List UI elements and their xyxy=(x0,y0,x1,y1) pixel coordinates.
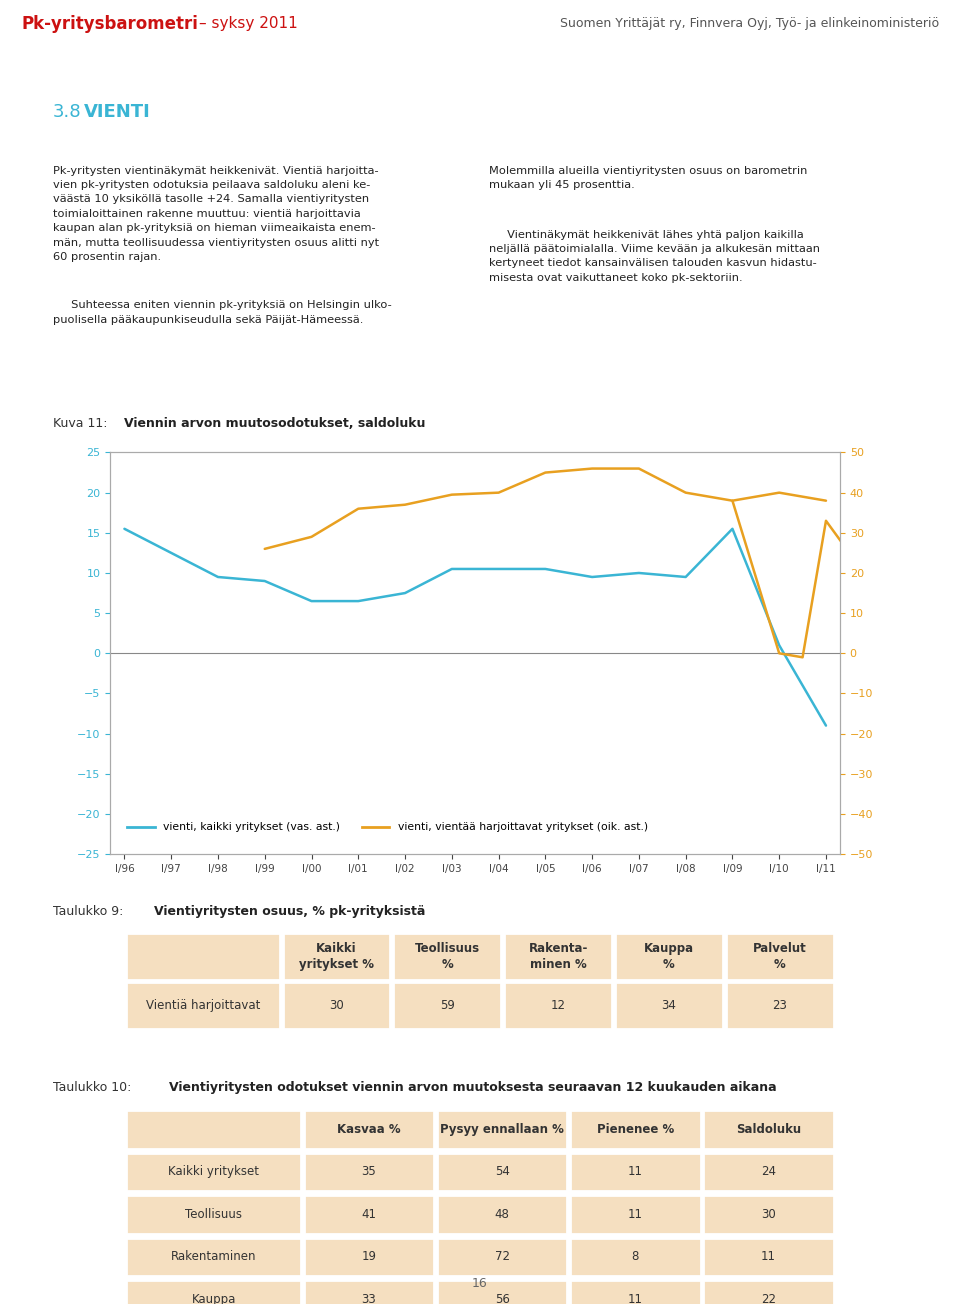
FancyBboxPatch shape xyxy=(126,1237,301,1275)
Text: 34: 34 xyxy=(661,999,677,1012)
FancyBboxPatch shape xyxy=(303,1196,434,1234)
Text: Kasvaa %: Kasvaa % xyxy=(337,1123,401,1136)
Text: Pk-yritysbarometri: Pk-yritysbarometri xyxy=(21,14,198,33)
Text: Teollisuus: Teollisuus xyxy=(185,1208,242,1221)
Text: 72: 72 xyxy=(494,1251,510,1264)
Text: Rakentaminen: Rakentaminen xyxy=(171,1251,256,1264)
Text: 35: 35 xyxy=(362,1166,376,1179)
FancyBboxPatch shape xyxy=(704,1196,834,1234)
Text: 24: 24 xyxy=(761,1166,776,1179)
Text: Kauppa
%: Kauppa % xyxy=(644,943,694,971)
FancyBboxPatch shape xyxy=(394,982,501,1029)
FancyBboxPatch shape xyxy=(726,982,834,1029)
Text: 19: 19 xyxy=(362,1251,376,1264)
FancyBboxPatch shape xyxy=(570,1153,701,1191)
FancyBboxPatch shape xyxy=(570,1237,701,1275)
FancyBboxPatch shape xyxy=(282,934,391,981)
Text: Pk-yritysten vientinäkymät heikkenivät. Vientiä harjoitta-
vien pk-yritysten odo: Pk-yritysten vientinäkymät heikkenivät. … xyxy=(53,166,379,262)
Text: 8: 8 xyxy=(632,1251,639,1264)
FancyBboxPatch shape xyxy=(394,934,501,981)
FancyBboxPatch shape xyxy=(126,1281,301,1304)
FancyBboxPatch shape xyxy=(704,1281,834,1304)
Text: 12: 12 xyxy=(551,999,565,1012)
Text: 59: 59 xyxy=(440,999,455,1012)
FancyBboxPatch shape xyxy=(303,1237,434,1275)
Text: Teollisuus
%: Teollisuus % xyxy=(415,943,480,971)
Text: Taulukko 10:: Taulukko 10: xyxy=(53,1081,139,1094)
Text: Kuva 11:: Kuva 11: xyxy=(53,417,115,429)
FancyBboxPatch shape xyxy=(504,934,612,981)
FancyBboxPatch shape xyxy=(570,1281,701,1304)
FancyBboxPatch shape xyxy=(282,982,391,1029)
Text: Vientinäkymät heikkenivät lähes yhtä paljon kaikilla
neljällä päätoimialalla. Vi: Vientinäkymät heikkenivät lähes yhtä pal… xyxy=(490,230,820,283)
FancyBboxPatch shape xyxy=(704,1111,834,1149)
Text: Pysyy ennallaan %: Pysyy ennallaan % xyxy=(441,1123,564,1136)
Text: Kaikki
yritykset %: Kaikki yritykset % xyxy=(299,943,374,971)
Text: Vientiyritysten odotukset viennin arvon muutoksesta seuraavan 12 kuukauden aikan: Vientiyritysten odotukset viennin arvon … xyxy=(170,1081,777,1094)
FancyBboxPatch shape xyxy=(126,1153,301,1191)
FancyBboxPatch shape xyxy=(437,1153,567,1191)
FancyBboxPatch shape xyxy=(570,1196,701,1234)
FancyBboxPatch shape xyxy=(126,1196,301,1234)
FancyBboxPatch shape xyxy=(437,1281,567,1304)
Text: 41: 41 xyxy=(362,1208,376,1221)
Text: 56: 56 xyxy=(494,1292,510,1304)
Text: Palvelut
%: Palvelut % xyxy=(753,943,806,971)
FancyBboxPatch shape xyxy=(615,934,723,981)
Text: 11: 11 xyxy=(628,1292,643,1304)
FancyBboxPatch shape xyxy=(126,934,279,981)
Text: 3.8: 3.8 xyxy=(53,103,82,121)
FancyBboxPatch shape xyxy=(704,1153,834,1191)
Text: Saldoluku: Saldoluku xyxy=(736,1123,802,1136)
Text: Molemmilla alueilla vientiyritysten osuus on barometrin
mukaan yli 45 prosenttia: Molemmilla alueilla vientiyritysten osuu… xyxy=(490,166,807,190)
Text: 30: 30 xyxy=(329,999,344,1012)
Text: 48: 48 xyxy=(494,1208,510,1221)
Text: Vientiyritysten osuus, % pk-yrityksistä: Vientiyritysten osuus, % pk-yrityksistä xyxy=(154,905,425,918)
Text: 33: 33 xyxy=(362,1292,376,1304)
FancyBboxPatch shape xyxy=(126,982,279,1029)
Text: 22: 22 xyxy=(761,1292,776,1304)
FancyBboxPatch shape xyxy=(504,982,612,1029)
Text: 30: 30 xyxy=(761,1208,776,1221)
Legend: vienti, kaikki yritykset (vas. ast.), vienti, vientää harjoittavat yritykset (oi: vienti, kaikki yritykset (vas. ast.), vi… xyxy=(123,818,652,837)
FancyBboxPatch shape xyxy=(303,1281,434,1304)
Text: Viennin arvon muutosodotukset, saldoluku: Viennin arvon muutosodotukset, saldoluku xyxy=(124,417,425,429)
Text: 11: 11 xyxy=(628,1208,643,1221)
Text: 16: 16 xyxy=(472,1277,488,1290)
Text: Taulukko 9:: Taulukko 9: xyxy=(53,905,132,918)
Text: Pienenee %: Pienenee % xyxy=(597,1123,674,1136)
FancyBboxPatch shape xyxy=(303,1153,434,1191)
Text: Suhteessa eniten viennin pk-yrityksiä on Helsingin ulko-
puolisella pääkaupunkis: Suhteessa eniten viennin pk-yrityksiä on… xyxy=(53,300,392,325)
Text: VIENTI: VIENTI xyxy=(84,103,151,121)
Text: – syksy 2011: – syksy 2011 xyxy=(199,16,298,31)
FancyBboxPatch shape xyxy=(303,1111,434,1149)
FancyBboxPatch shape xyxy=(126,1111,301,1149)
FancyBboxPatch shape xyxy=(437,1196,567,1234)
FancyBboxPatch shape xyxy=(437,1111,567,1149)
Text: Vientiä harjoittavat: Vientiä harjoittavat xyxy=(146,999,260,1012)
Text: Kauppa: Kauppa xyxy=(191,1292,236,1304)
Text: 11: 11 xyxy=(628,1166,643,1179)
Text: Kaikki yritykset: Kaikki yritykset xyxy=(168,1166,259,1179)
Text: 54: 54 xyxy=(494,1166,510,1179)
Text: 23: 23 xyxy=(773,999,787,1012)
FancyBboxPatch shape xyxy=(726,934,834,981)
FancyBboxPatch shape xyxy=(615,982,723,1029)
FancyBboxPatch shape xyxy=(704,1237,834,1275)
FancyBboxPatch shape xyxy=(570,1111,701,1149)
Text: Rakenta-
minen %: Rakenta- minen % xyxy=(528,943,588,971)
Text: 11: 11 xyxy=(761,1251,776,1264)
Text: Suomen Yrittäjät ry, Finnvera Oyj, Työ- ja elinkeinoministeriö: Suomen Yrittäjät ry, Finnvera Oyj, Työ- … xyxy=(560,17,939,30)
FancyBboxPatch shape xyxy=(437,1237,567,1275)
